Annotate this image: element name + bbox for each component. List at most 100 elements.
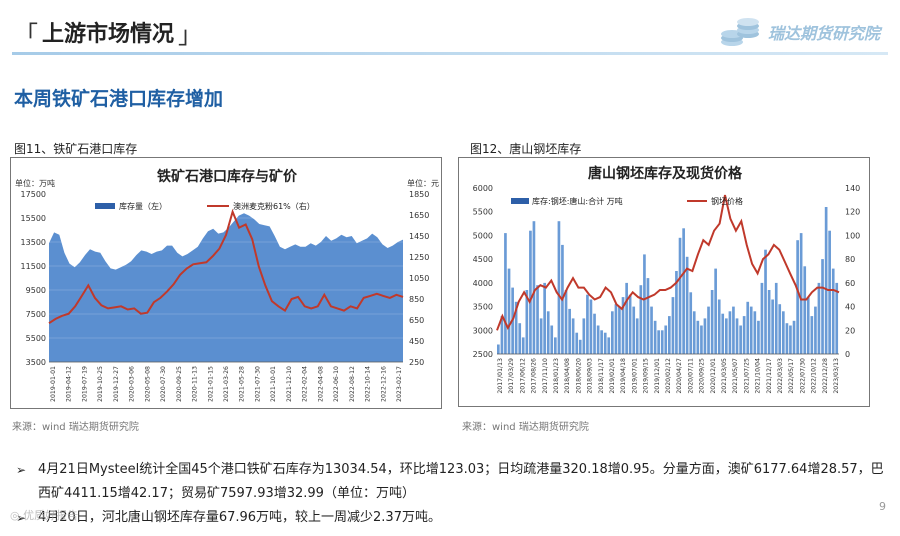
- bullet-item: ➢ 4月20日，河北唐山钢坯库存量67.96万吨，较上一周减少2.37万吨。: [14, 506, 886, 530]
- x-tick-label: 2019-10-25: [97, 366, 104, 402]
- right-tick-label: 0: [845, 350, 850, 359]
- price-line: [48, 208, 404, 325]
- left-tick-label: 5000: [473, 231, 493, 240]
- billet-chart-svg: 唐山钢坯库存及现货价格 2500 3000 3500 4000 4500 5000 5500 6…: [473, 165, 861, 394]
- inventory-bar: [514, 301, 518, 354]
- inventory-bar: [625, 282, 628, 354]
- inventory-bar: [543, 282, 546, 354]
- inventory-bar: [532, 221, 536, 354]
- x-tick-label: 2017/03/29: [508, 358, 515, 394]
- inventory-bar: [757, 320, 760, 354]
- inventory-bar: [621, 297, 625, 354]
- legend-swatch-inventory: [511, 198, 529, 204]
- x-tick-label: 2021-05-28: [239, 366, 246, 402]
- inventory-bar: [611, 311, 614, 354]
- inventory-bar: [650, 306, 653, 354]
- figure-12-chart: 唐山钢坯库存及现货价格 2500 3000 3500 4000 4500 5000 5500 6…: [458, 157, 870, 407]
- inventory-bar: [792, 320, 796, 354]
- x-tick-label: 2022-02-04: [302, 366, 309, 402]
- right-tick-label: 1850: [409, 190, 429, 199]
- inventory-bar: [692, 311, 696, 354]
- inventory-bar: [646, 278, 650, 354]
- right-tick-label: 20: [845, 326, 855, 335]
- x-tick-label: 2021-12-10: [286, 366, 293, 402]
- x-tick-label: 2020-09-25: [176, 366, 183, 402]
- x-tick-label: 2020/07/11: [687, 358, 694, 394]
- right-tick-label: 60: [845, 279, 855, 288]
- inventory-bar: [582, 318, 586, 354]
- close-bracket: 」: [178, 20, 203, 49]
- figure-12-source: 来源：wind 瑞达期货研究院: [462, 422, 589, 433]
- inventory-bar: [728, 311, 732, 354]
- price-line: [496, 194, 840, 331]
- x-tick-label: 2019-01-01: [50, 366, 57, 402]
- right-tick-label: 1450: [409, 232, 429, 241]
- inventory-bar: [710, 290, 714, 354]
- inventory-bar: [497, 344, 500, 354]
- left-tick-label: 4500: [473, 255, 493, 264]
- inventory-bar: [742, 316, 746, 354]
- inventory-bar: [521, 337, 525, 354]
- x-tick-label: 2018/04/08: [564, 358, 571, 394]
- inventory-bar: [735, 318, 739, 354]
- inventory-bar: [739, 325, 742, 354]
- inventory-bar: [564, 290, 568, 354]
- x-tick-label: 2018/09/03: [587, 358, 594, 394]
- inventory-bar: [717, 299, 721, 354]
- x-tick-label: 2020-05-08: [144, 366, 151, 402]
- inventory-bar: [539, 318, 543, 354]
- page-number: 9: [879, 500, 886, 513]
- inventory-bar: [689, 292, 693, 354]
- x-tick-label: 2017/06/12: [519, 358, 526, 394]
- inventory-bar: [774, 282, 778, 354]
- inventory-bar: [554, 337, 557, 354]
- inventory-bar: [660, 330, 664, 354]
- arrow-bullet-icon: ➢: [16, 511, 27, 525]
- inventory-bar: [571, 318, 575, 354]
- x-tick-label: 2019/02/01: [609, 358, 616, 394]
- right-tick-label: 250: [409, 358, 424, 367]
- right-tick-label: 140: [845, 184, 860, 193]
- x-tick-label: 2021-07-30: [254, 366, 261, 402]
- x-tick-label: 2023/03/13: [833, 358, 840, 394]
- inventory-bar: [707, 306, 710, 354]
- section-title: 「 上游市场情况 」: [14, 14, 202, 50]
- x-tick-label: 2019-04-12: [66, 366, 73, 402]
- x-tick-label: 2019-07-19: [81, 366, 88, 402]
- x-tick-label: 2022-10-14: [365, 366, 372, 402]
- x-tick-label: 2020-11-13: [192, 366, 199, 402]
- bullet-item: ➢ 4月21日Mysteel统计全国45个港口铁矿石库存为13034.54，环比…: [14, 458, 886, 506]
- open-bracket: 「: [14, 20, 38, 49]
- x-tick-label: 2017/11/10: [542, 358, 549, 394]
- x-tick-label: 2021/10/04: [755, 358, 762, 394]
- x-tick-label: 2021/03/05: [721, 358, 728, 394]
- inventory-bar: [760, 282, 764, 354]
- right-tick-label: 650: [409, 316, 424, 325]
- inventory-bar: [550, 325, 554, 354]
- x-tick-label: 2019/09/15: [643, 358, 650, 394]
- left-tick-label: 5500: [473, 208, 493, 217]
- right-axis-unit: 单位：元: [407, 178, 439, 188]
- coins-icon: [721, 18, 759, 46]
- x-tick-label: 2020-03-06: [129, 366, 136, 402]
- inventory-bar: [614, 304, 618, 354]
- right-tick-label: 40: [845, 303, 855, 312]
- inventory-bar: [714, 268, 717, 354]
- inventory-bar: [568, 308, 571, 354]
- x-tick-label: 2018/06/20: [575, 358, 582, 394]
- x-tick-label: 2020/02/12: [665, 358, 672, 394]
- left-tick-label: 2500: [473, 350, 493, 359]
- x-tick-label: 2019-12-27: [113, 366, 120, 402]
- x-tick-label: 2022-08-12: [349, 366, 356, 402]
- legend-label-price: 澳洲麦克粉61%（右）: [233, 201, 315, 211]
- inventory-bar: [536, 285, 539, 354]
- inventory-bar: [607, 337, 611, 354]
- inventory-bar: [778, 304, 782, 354]
- x-tick-label: 2019/12/01: [654, 358, 661, 394]
- bullet-text: 4月20日，河北唐山钢坯库存量67.96万吨，较上一周减少2.37万吨。: [38, 510, 441, 525]
- inventory-bar: [831, 268, 835, 354]
- inventory-bar: [746, 301, 750, 354]
- chart-title: 唐山钢坯库存及现货价格: [588, 165, 743, 182]
- inventory-bar: [685, 256, 689, 354]
- x-tick-label: 2021/05/07: [732, 358, 739, 394]
